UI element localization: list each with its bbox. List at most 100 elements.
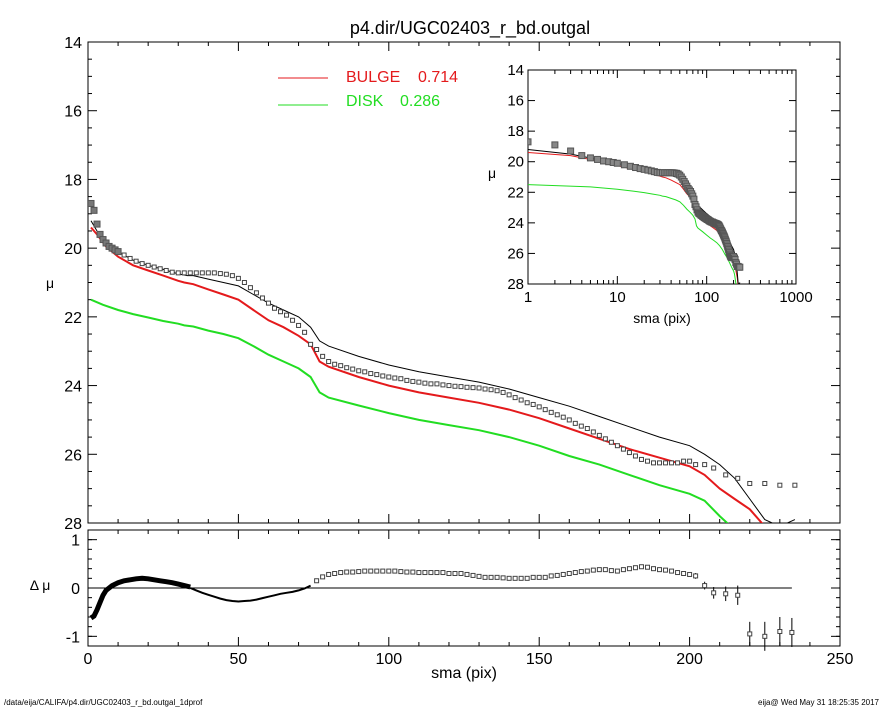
residual-point [518,575,524,581]
residual-point [687,571,693,577]
data-point [114,248,122,256]
inset-x-tick-label: 10 [609,289,626,306]
main-y-tick-label: 22 [64,310,82,327]
data-point [524,400,530,406]
inset-series [528,138,744,284]
data-point [542,407,548,413]
data-point [452,383,458,389]
data-point [416,379,422,385]
data-point [651,460,657,466]
data-point [356,368,362,374]
data-point [428,381,434,387]
data-point [632,453,638,459]
data-point [792,482,798,488]
data-point [386,374,392,380]
data-point [368,371,374,377]
data-point [193,270,199,276]
residual-point [663,567,669,573]
residual-point [458,571,464,576]
legend-disk-value: 0.286 [400,93,440,110]
residual-point [608,568,614,574]
residual-point [789,629,795,635]
data-point [657,460,663,466]
main-y-tick-label: 18 [64,172,82,189]
data-point [663,460,669,466]
residual-point [644,564,650,570]
main-series [88,199,798,523]
data-point [296,322,302,328]
residual-point [470,572,476,578]
inset-y-tick-label: 18 [507,123,524,140]
residual-point [332,571,338,576]
inset-data-point [528,138,532,146]
residual-point [777,629,783,634]
residual-point [446,571,452,576]
residual-x-tick-label: 50 [230,651,248,668]
footer-user-timestamp: eija@ Wed May 31 18:25:35 2017 [758,698,879,707]
residual-y-tick-label: 0 [71,581,80,598]
data-point [290,317,296,323]
residual-series [89,564,795,651]
data-point [235,275,241,281]
data-point [626,450,632,456]
residual-point [482,574,488,580]
main-y-tick-label: 28 [64,516,82,533]
data-point [572,420,578,426]
data-point [374,372,380,378]
data-point [265,300,271,306]
data-point [133,258,139,264]
residual-point [735,592,741,598]
residual-point [380,568,386,574]
data-point [494,388,500,394]
main-y-label: μ [46,275,54,291]
residual-point [747,631,753,637]
inset-panel: 1 10 100 1000 14 16 18 20 22 24 26 28 μ sma (pix) [488,62,813,326]
residual-point [657,567,663,573]
residual-point [723,591,729,597]
data-point [271,305,277,311]
residual-y-tick-label: 1 [71,533,80,550]
residual-point [669,568,675,574]
residual-point [762,633,768,639]
disk-line [90,298,729,523]
residual-point [428,570,434,576]
residual-point [675,570,681,576]
data-point [762,480,768,486]
data-point [380,373,386,379]
inset-y-tick-label: 16 [507,93,524,110]
data-point [247,285,253,291]
residual-point [651,566,657,572]
data-point [434,381,440,387]
residual-point [350,569,356,575]
residual-point [602,567,608,573]
residual-point [314,578,320,584]
data-point [470,385,476,391]
data-point [139,261,145,267]
residual-point [590,567,596,573]
legend: BULGE 0.714 DISK 0.286 [278,69,458,110]
data-point [500,389,506,395]
data-point [711,465,717,471]
inset-y-tick-label: 28 [507,276,524,293]
residual-point [596,567,602,573]
inset-data-point [586,154,594,162]
residual-point [711,590,717,596]
residual-point [356,569,362,575]
inset-ticks: 1 10 100 1000 14 16 18 20 22 24 26 28 [507,62,812,306]
residual-point [452,571,458,576]
data-point [392,375,398,381]
legend-bulge-value: 0.714 [418,69,458,86]
data-point [308,341,314,347]
data-point [518,397,524,403]
data-point [735,475,741,481]
data-point [669,460,675,466]
data-point [687,458,693,464]
residual-point [488,574,494,580]
residual-point [368,568,374,574]
data-point [404,377,410,383]
data-point [530,401,536,407]
inset-data-point [736,263,744,271]
residual-point [681,571,687,576]
data-point [278,309,284,315]
